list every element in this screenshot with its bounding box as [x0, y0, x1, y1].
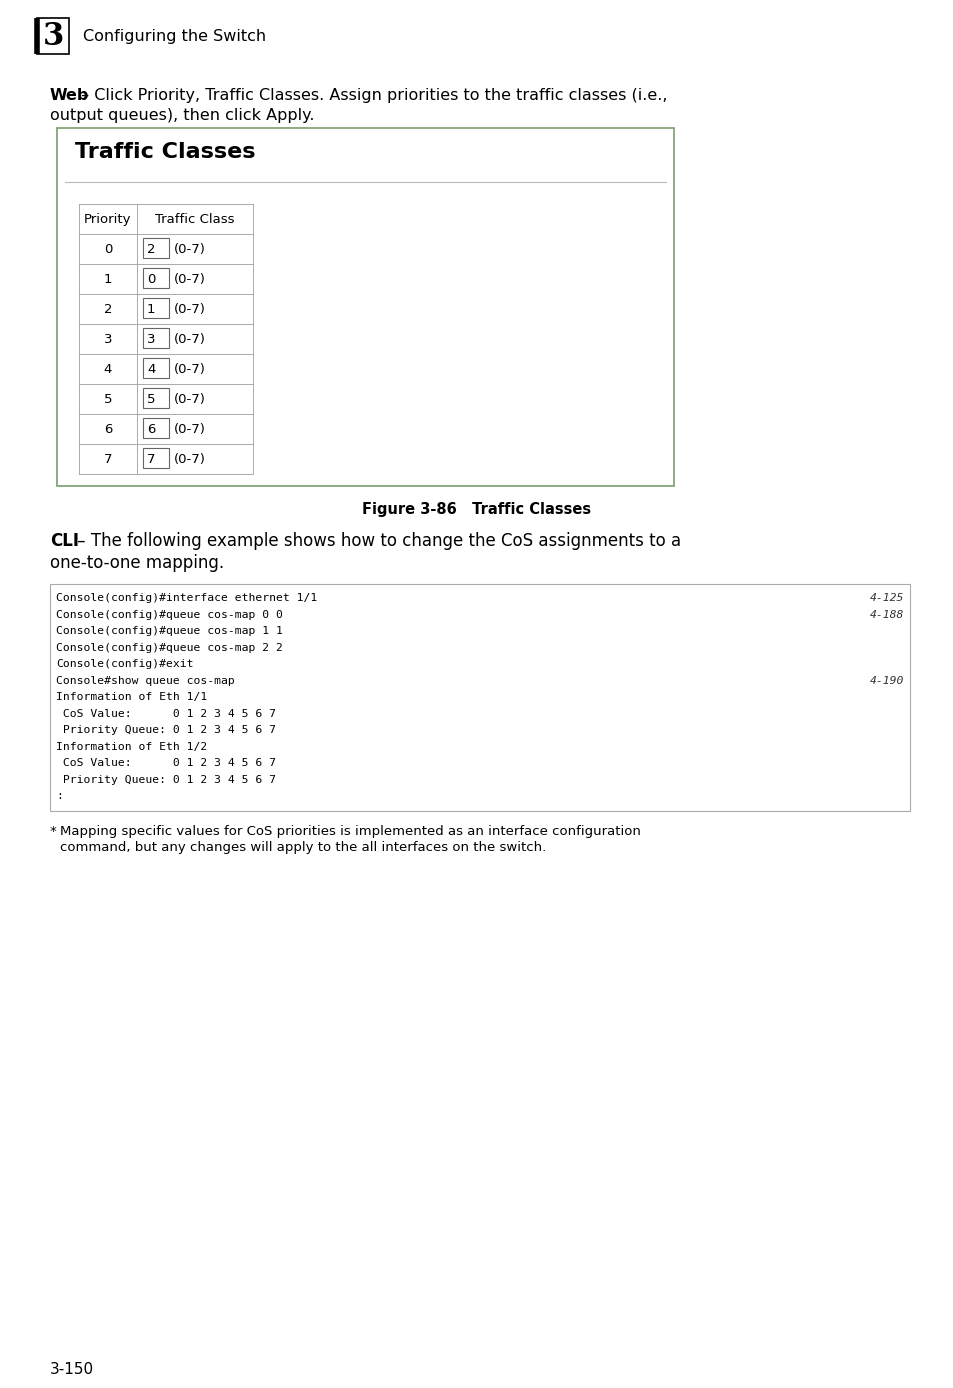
Text: (0-7): (0-7)	[173, 303, 206, 315]
Bar	[143, 268, 169, 287]
Text: 7: 7	[147, 452, 155, 465]
Bar	[143, 298, 169, 318]
Text: (0-7): (0-7)	[173, 333, 206, 346]
Text: (0-7): (0-7)	[173, 243, 206, 255]
Text: 3: 3	[43, 21, 65, 51]
Text: Traffic Class: Traffic Class	[155, 212, 234, 225]
Text: command, but any changes will apply to the all interfaces on the switch.: command, but any changes will apply to t…	[60, 841, 546, 854]
Text: Priority Queue: 0 1 2 3 4 5 6 7: Priority Queue: 0 1 2 3 4 5 6 7	[56, 775, 275, 784]
Text: Information of Eth 1/2: Information of Eth 1/2	[56, 741, 207, 752]
Text: CoS Value:      0 1 2 3 4 5 6 7: CoS Value: 0 1 2 3 4 5 6 7	[56, 758, 275, 768]
Bar	[37, 18, 69, 54]
Bar	[143, 358, 169, 378]
Text: 0: 0	[147, 272, 155, 286]
Bar	[50, 584, 909, 811]
Text: Console(config)#queue cos-map 0 0: Console(config)#queue cos-map 0 0	[56, 609, 283, 620]
Text: (0-7): (0-7)	[173, 422, 206, 436]
Text: (0-7): (0-7)	[173, 452, 206, 465]
Text: *: *	[50, 824, 56, 837]
Text: Mapping specific values for CoS priorities is implemented as an interface config: Mapping specific values for CoS prioriti…	[60, 824, 640, 837]
Text: 7: 7	[104, 452, 112, 465]
Bar	[57, 128, 673, 486]
Text: 6: 6	[147, 422, 155, 436]
Text: 4-190: 4-190	[869, 676, 903, 686]
Text: 1: 1	[147, 303, 155, 315]
Text: 4: 4	[147, 362, 155, 376]
Text: output queues), then click Apply.: output queues), then click Apply.	[50, 108, 314, 124]
Text: Console(config)#interface ethernet 1/1: Console(config)#interface ethernet 1/1	[56, 593, 317, 604]
Text: CoS Value:      0 1 2 3 4 5 6 7: CoS Value: 0 1 2 3 4 5 6 7	[56, 709, 275, 719]
Text: 4-188: 4-188	[869, 609, 903, 620]
Text: 4-125: 4-125	[869, 593, 903, 604]
Text: 4: 4	[104, 362, 112, 376]
Text: Console(config)#exit: Console(config)#exit	[56, 659, 193, 669]
Text: Information of Eth 1/1: Information of Eth 1/1	[56, 693, 207, 702]
Bar	[143, 418, 169, 439]
Text: Priority: Priority	[84, 212, 132, 225]
Text: – The following example shows how to change the CoS assignments to a: – The following example shows how to cha…	[71, 532, 680, 550]
Text: Console(config)#queue cos-map 1 1: Console(config)#queue cos-map 1 1	[56, 626, 283, 636]
Text: 3: 3	[147, 333, 155, 346]
Text: 0: 0	[104, 243, 112, 255]
Text: 3: 3	[104, 333, 112, 346]
Text: one-to-one mapping.: one-to-one mapping.	[50, 554, 224, 572]
Text: 3-150: 3-150	[50, 1362, 94, 1377]
Text: Configuring the Switch: Configuring the Switch	[83, 29, 266, 43]
Text: 2: 2	[147, 243, 155, 255]
Text: (0-7): (0-7)	[173, 362, 206, 376]
Bar	[143, 237, 169, 258]
Text: Console(config)#queue cos-map 2 2: Console(config)#queue cos-map 2 2	[56, 643, 283, 652]
Text: 2: 2	[104, 303, 112, 315]
Text: Console#show queue cos-map: Console#show queue cos-map	[56, 676, 234, 686]
Text: CLI: CLI	[50, 532, 79, 550]
Text: 1: 1	[104, 272, 112, 286]
Bar	[143, 389, 169, 408]
Text: Priority Queue: 0 1 2 3 4 5 6 7: Priority Queue: 0 1 2 3 4 5 6 7	[56, 726, 275, 736]
Text: (0-7): (0-7)	[173, 272, 206, 286]
Bar	[143, 448, 169, 468]
Text: Web: Web	[50, 87, 90, 103]
Text: Figure 3-86   Traffic Classes: Figure 3-86 Traffic Classes	[362, 502, 591, 516]
Text: 6: 6	[104, 422, 112, 436]
Bar	[143, 328, 169, 348]
Text: Traffic Classes: Traffic Classes	[75, 142, 255, 162]
Text: 5: 5	[147, 393, 155, 405]
Text: (0-7): (0-7)	[173, 393, 206, 405]
Text: 5: 5	[104, 393, 112, 405]
Text: :: :	[56, 791, 63, 801]
Text: – Click Priority, Traffic Classes. Assign priorities to the traffic classes (i.e: – Click Priority, Traffic Classes. Assig…	[76, 87, 667, 103]
